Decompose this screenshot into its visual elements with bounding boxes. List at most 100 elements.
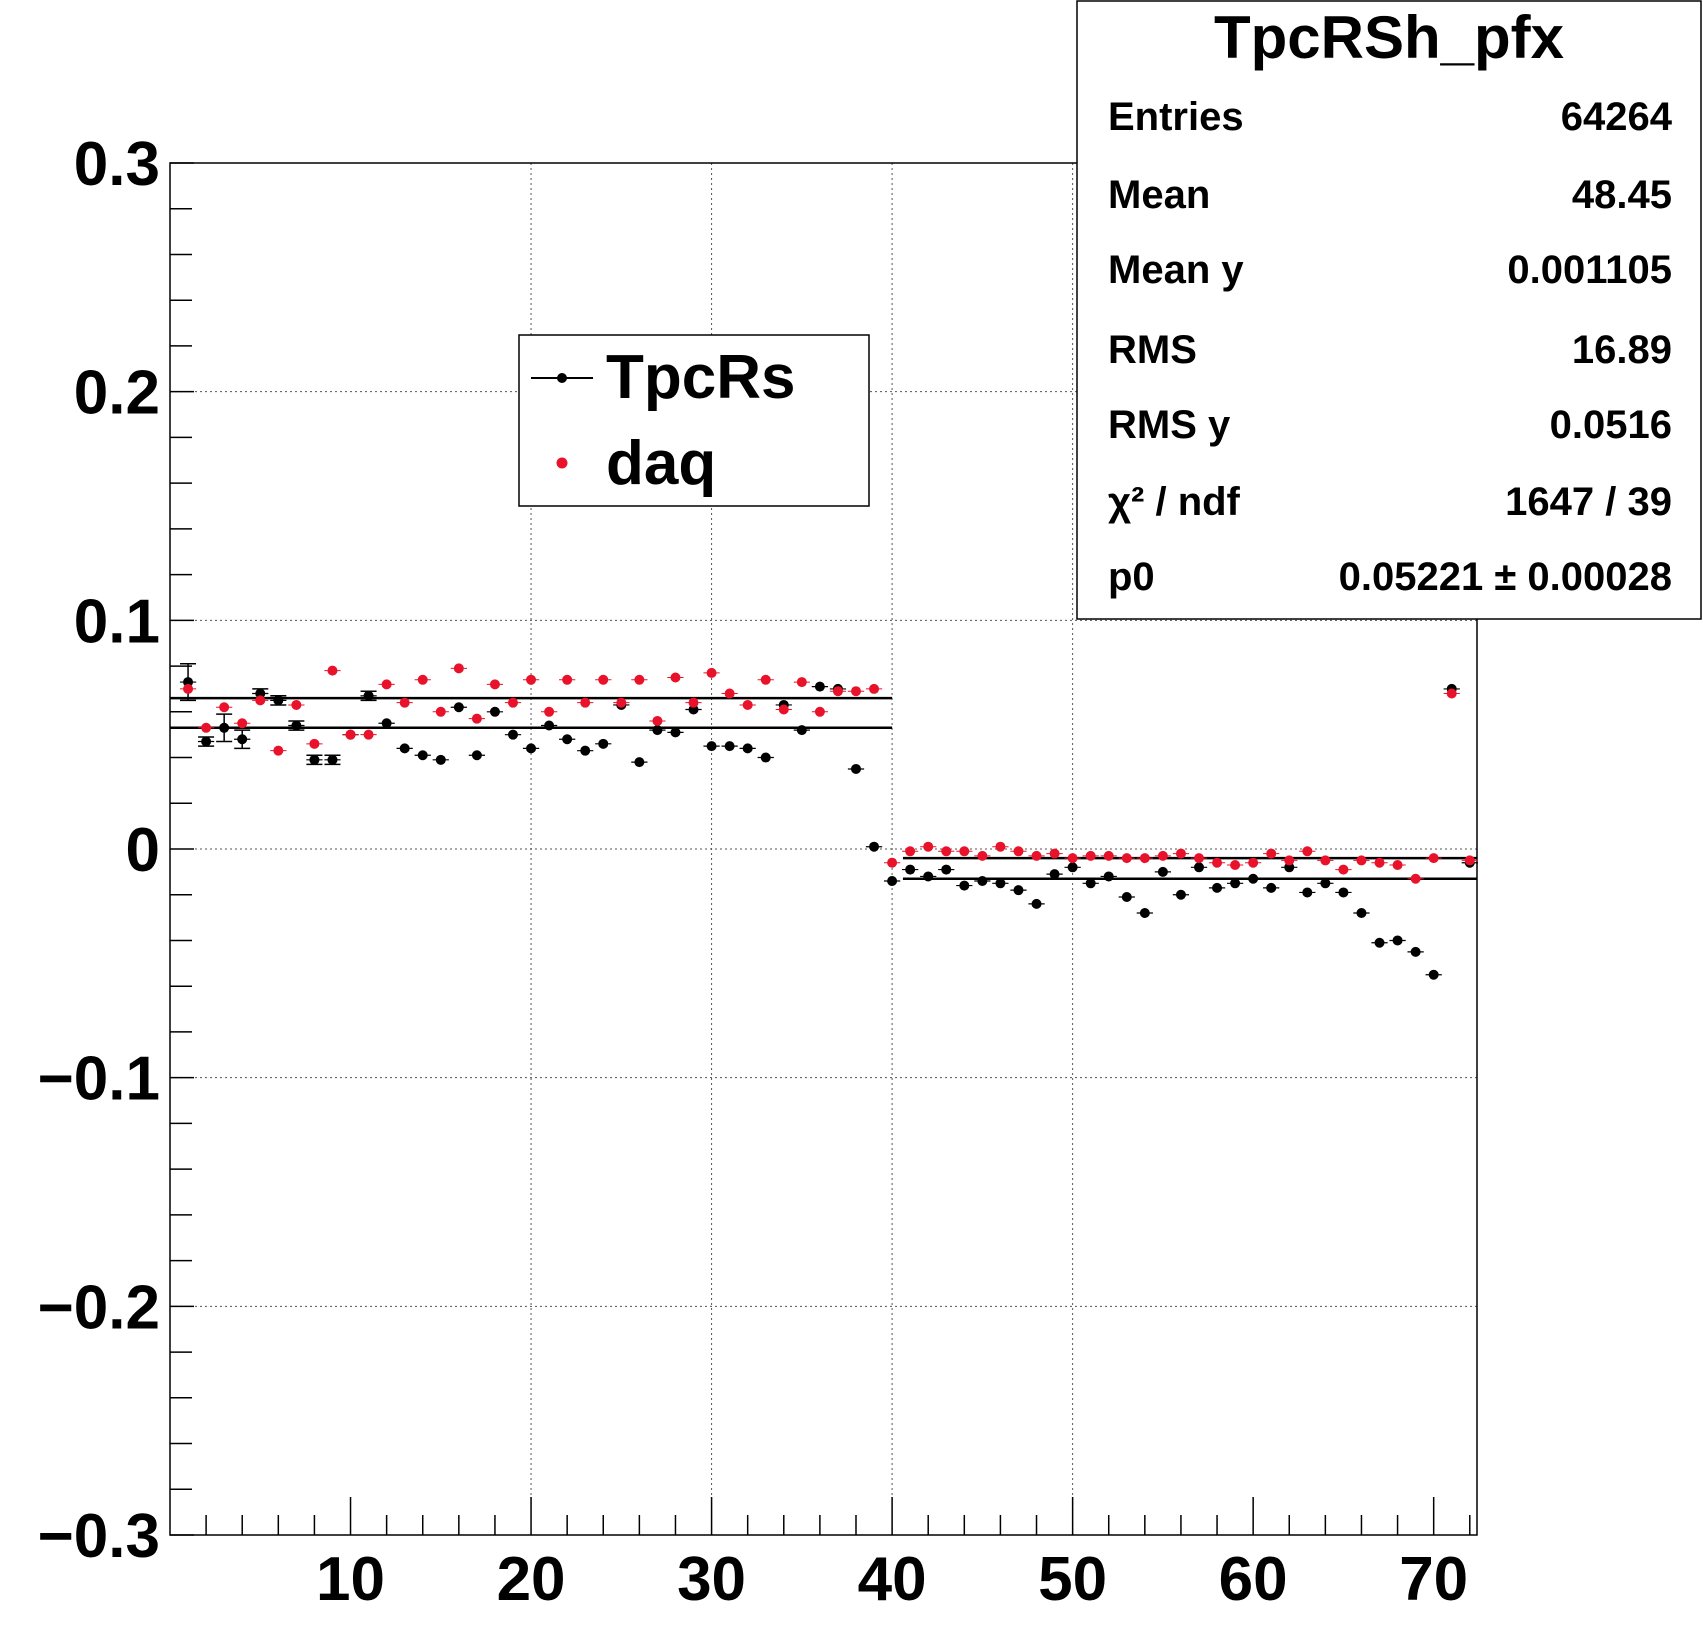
data-point-daq — [616, 697, 627, 708]
data-point-tpcrs — [796, 725, 807, 736]
data-point-tpcrs — [995, 878, 1006, 889]
data-point-daq — [959, 846, 970, 857]
stats-row: χ² / ndf 1647 / 39 — [1108, 480, 1672, 524]
data-point-tpcrs — [237, 734, 248, 745]
data-point-daq — [1392, 860, 1403, 871]
data-point-daq — [634, 674, 645, 685]
data-point-tpcrs — [363, 690, 374, 701]
stats-row-label: Mean — [1108, 173, 1210, 217]
data-point-daq — [1103, 850, 1114, 861]
data-point-tpcrs — [417, 750, 428, 761]
data-point-tpcrs — [1356, 908, 1367, 919]
y-tick-label: 0.3 — [74, 130, 160, 199]
data-point-daq — [363, 729, 374, 740]
data-point-tpcrs — [1067, 862, 1078, 873]
data-point-daq — [255, 695, 266, 706]
data-point-daq — [291, 699, 302, 710]
stats-row-value: 64264 — [1561, 95, 1673, 139]
y-tick-label: −0.1 — [38, 1045, 160, 1114]
data-point-daq — [724, 688, 735, 699]
data-point-tpcrs — [453, 702, 464, 713]
stats-row-label: p0 — [1108, 555, 1155, 599]
stats-row-label: Entries — [1108, 95, 1244, 139]
stats-row-label: χ² / ndf — [1108, 480, 1241, 524]
stats-row-value: 0.05221 ± 0.00028 — [1339, 555, 1672, 599]
stats-row-value: 0.0516 — [1550, 403, 1672, 447]
data-point-tpcrs — [742, 743, 753, 754]
data-point-tpcrs — [1139, 908, 1150, 919]
data-point-tpcrs — [435, 754, 446, 765]
data-point-tpcrs — [670, 727, 681, 738]
data-point-tpcrs — [724, 741, 735, 752]
data-point-daq — [1013, 846, 1024, 857]
data-point-daq — [905, 846, 916, 857]
data-point-daq — [1410, 873, 1421, 884]
data-point-tpcrs — [1248, 873, 1259, 884]
data-point-daq — [201, 722, 212, 733]
data-point-daq — [345, 729, 356, 740]
data-point-tpcrs — [959, 880, 970, 891]
data-point-tpcrs — [291, 720, 302, 731]
series-daq — [179, 663, 1478, 884]
data-point-daq — [1049, 848, 1060, 859]
data-point-tpcrs — [1103, 871, 1114, 882]
data-point-tpcrs — [183, 677, 194, 688]
data-point-tpcrs — [688, 704, 699, 715]
stats-row-value: 0.001105 — [1507, 248, 1672, 292]
x-tick-label: 40 — [858, 1545, 927, 1614]
data-point-tpcrs — [1085, 878, 1096, 889]
data-point-tpcrs — [1193, 862, 1204, 873]
data-point-tpcrs — [634, 757, 645, 768]
legend-box — [518, 334, 870, 507]
stats-row-value: 48.45 — [1572, 173, 1672, 217]
data-point-tpcrs — [219, 722, 230, 733]
legend-entry-daq: daq — [556, 429, 716, 498]
data-point-daq — [183, 683, 194, 694]
x-tick-label: 70 — [1399, 1545, 1468, 1614]
data-point-daq — [1193, 853, 1204, 864]
stats-row-value: 16.89 — [1572, 328, 1672, 372]
data-point-daq — [1302, 846, 1313, 857]
data-point-daq — [850, 686, 861, 697]
stats-row: RMS 16.89 — [1108, 328, 1672, 372]
data-point-daq — [814, 706, 825, 717]
data-point-daq — [1085, 850, 1096, 861]
data-point-tpcrs — [814, 681, 825, 692]
data-point-daq — [399, 697, 410, 708]
data-point-tpcrs — [1374, 937, 1385, 948]
y-tick-label: 0.2 — [74, 359, 160, 428]
stats-rows: Entries 64264 Mean 48.45 Mean y 0.001105 RMS 16… — [1108, 95, 1673, 599]
x-tick-label: 10 — [316, 1545, 385, 1614]
data-point-daq — [1139, 853, 1150, 864]
data-point-daq — [1374, 857, 1385, 868]
data-point-daq — [923, 841, 934, 852]
data-point-tpcrs — [562, 734, 573, 745]
data-point-daq — [453, 663, 464, 674]
data-point-daq — [1320, 855, 1331, 866]
data-point-tpcrs — [850, 763, 861, 774]
data-point-tpcrs — [201, 736, 212, 747]
data-point-tpcrs — [869, 841, 880, 852]
y-tick-label: 0.1 — [74, 587, 160, 656]
data-point-tpcrs — [1230, 878, 1241, 889]
data-point-tpcrs — [1175, 889, 1186, 900]
data-point-daq — [1446, 688, 1457, 699]
data-point-daq — [471, 713, 482, 724]
data-point-daq — [1248, 857, 1259, 868]
data-point-daq — [1284, 855, 1295, 866]
data-point-tpcrs — [471, 750, 482, 761]
data-point-tpcrs — [923, 871, 934, 882]
data-point-tpcrs — [887, 876, 898, 887]
data-point-tpcrs — [309, 754, 320, 765]
data-point-daq — [941, 846, 952, 857]
data-point-tpcrs — [706, 741, 717, 752]
data-point-daq — [995, 841, 1006, 852]
data-point-daq — [580, 697, 591, 708]
x-tick-label: 50 — [1038, 1545, 1107, 1614]
data-points — [179, 663, 1478, 980]
stats-title: TpcRSh_pfx — [1214, 4, 1564, 71]
data-point-tpcrs — [1302, 887, 1313, 898]
stats-row-value: 1647 / 39 — [1505, 480, 1672, 524]
stats-row-label: Mean y — [1108, 248, 1244, 292]
